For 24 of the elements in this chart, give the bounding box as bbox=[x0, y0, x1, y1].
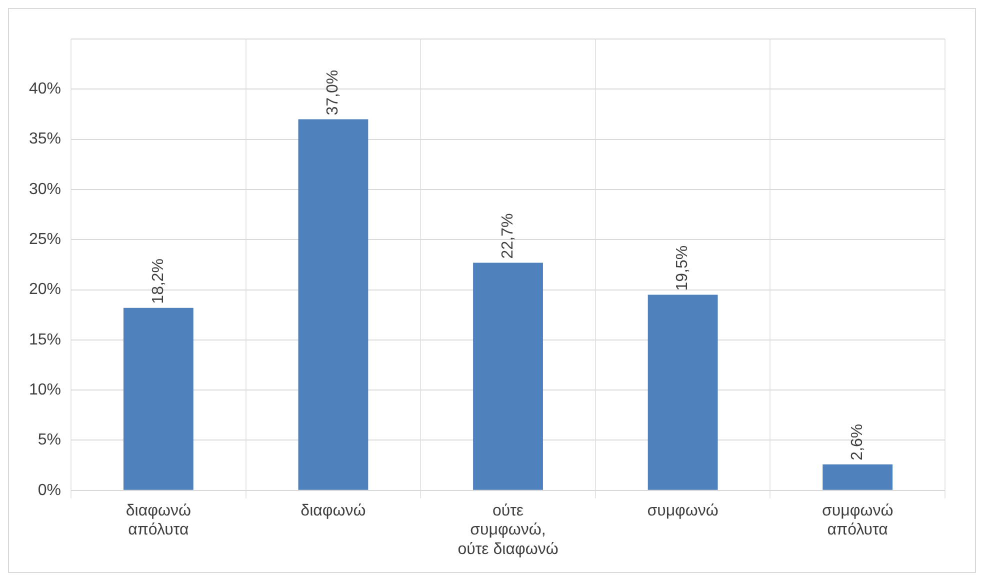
y-tick-label: 0% bbox=[38, 482, 62, 499]
x-tick-label: διαφωνώ απόλυτα bbox=[126, 502, 191, 539]
x-tick-label: ούτε συμφωνώ, ούτε διαφωνώ bbox=[458, 502, 558, 558]
data-label: 37,0% bbox=[324, 70, 342, 116]
y-tick-label: 15% bbox=[28, 331, 62, 348]
bar bbox=[473, 262, 543, 490]
y-tick-label: 5% bbox=[38, 432, 62, 449]
data-label: 18,2% bbox=[150, 258, 167, 304]
x-tick-label: συμφωνώ απόλυτα bbox=[822, 502, 894, 539]
bar bbox=[298, 119, 368, 490]
x-tick-label: διαφωνώ bbox=[300, 502, 366, 520]
y-tick-label: 20% bbox=[28, 281, 62, 298]
y-tick-label: 30% bbox=[28, 180, 62, 198]
y-tick-label: 35% bbox=[28, 130, 62, 148]
y-tick-label: 40% bbox=[28, 80, 62, 98]
data-label: 22,7% bbox=[499, 213, 516, 259]
y-tick-label: 10% bbox=[28, 381, 62, 398]
bar bbox=[822, 464, 893, 490]
bar bbox=[123, 308, 194, 490]
data-label: 19,5% bbox=[674, 245, 692, 291]
bar bbox=[648, 294, 718, 490]
y-tick-label: 25% bbox=[28, 231, 62, 248]
data-label: 2,6% bbox=[849, 424, 866, 460]
x-tick-label: συμφωνώ bbox=[647, 502, 718, 520]
